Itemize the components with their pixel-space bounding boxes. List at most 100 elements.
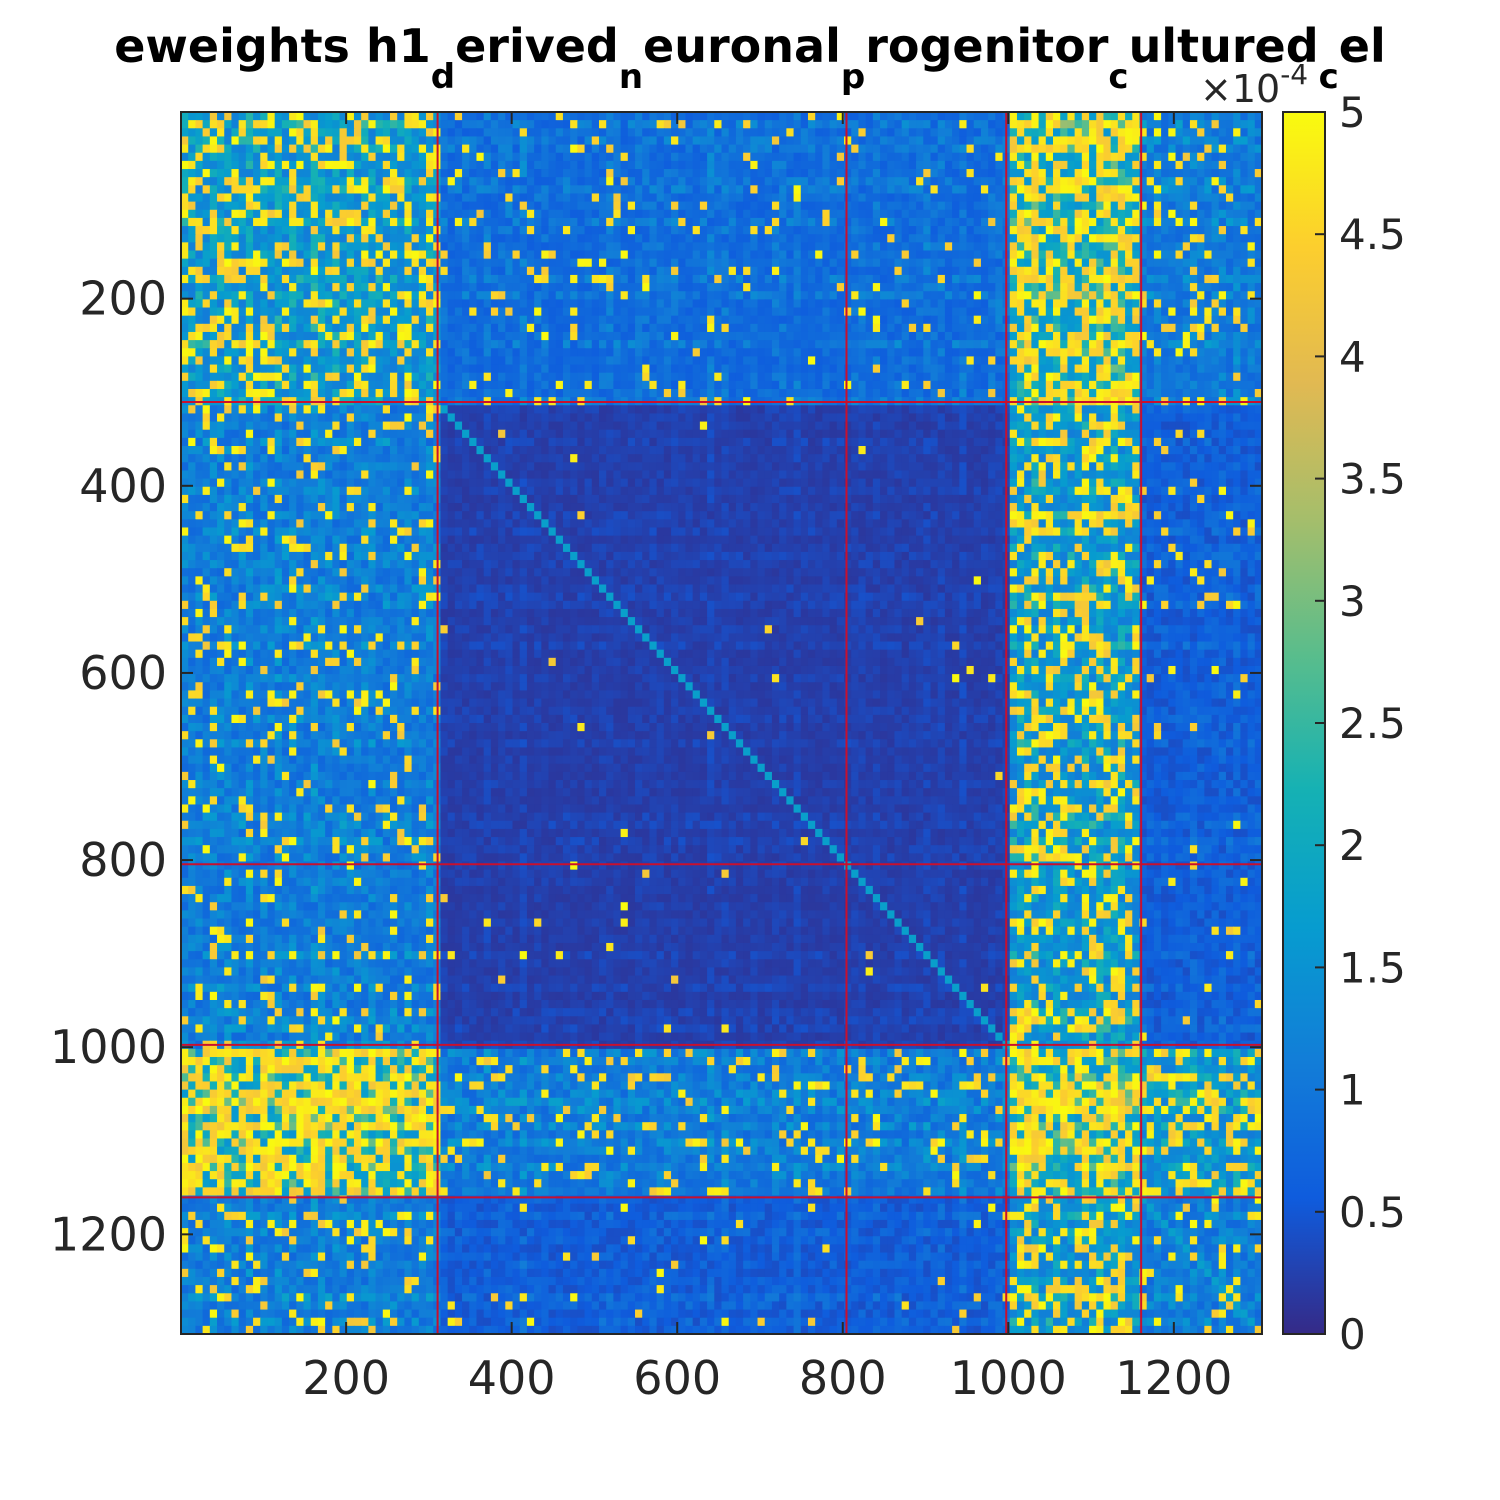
heatmap-cell bbox=[217, 152, 225, 162]
heatmap-cell bbox=[836, 291, 845, 300]
heatmap-cell bbox=[786, 169, 795, 178]
heatmap-cell bbox=[699, 331, 708, 341]
heatmap-cell bbox=[663, 250, 672, 260]
heatmap-cell bbox=[339, 144, 348, 154]
heatmap-cell bbox=[498, 250, 506, 260]
heatmap-cell bbox=[973, 258, 982, 268]
heatmap-cell bbox=[894, 307, 903, 317]
heatmap-cell bbox=[663, 364, 672, 374]
heatmap-cell bbox=[858, 299, 867, 309]
heatmap-cell bbox=[289, 348, 297, 357]
heatmap-cell bbox=[656, 323, 665, 333]
heatmap-cell bbox=[757, 323, 766, 333]
heatmap-cell bbox=[858, 136, 867, 146]
heatmap-cell bbox=[1189, 209, 1198, 219]
heatmap-cell bbox=[764, 185, 773, 195]
heatmap-cell bbox=[735, 152, 744, 162]
heatmap-cell bbox=[462, 250, 470, 260]
heatmap-cell bbox=[1031, 193, 1040, 203]
heatmap-cell bbox=[1089, 323, 1097, 333]
heatmap-cell bbox=[815, 242, 823, 252]
heatmap-cell bbox=[1117, 201, 1126, 211]
heatmap-cell bbox=[663, 160, 672, 170]
heatmap-cell bbox=[317, 356, 326, 366]
heatmap-cell bbox=[548, 144, 557, 154]
heatmap-cell bbox=[786, 356, 795, 366]
heatmap-cell bbox=[973, 193, 982, 203]
heatmap-cell bbox=[1182, 258, 1191, 268]
heatmap-cell bbox=[844, 348, 852, 357]
heatmap-cell bbox=[1161, 128, 1169, 138]
heatmap-cell bbox=[1125, 307, 1133, 317]
heatmap-cell bbox=[779, 112, 787, 121]
heatmap-cell bbox=[1089, 177, 1097, 186]
heatmap-cell bbox=[339, 120, 348, 129]
heatmap-cell bbox=[671, 348, 679, 357]
heatmap-cell bbox=[880, 242, 888, 252]
heatmap-cell bbox=[937, 169, 946, 178]
heatmap-cell bbox=[368, 112, 377, 121]
heatmap-cell bbox=[966, 315, 975, 325]
heatmap-cell bbox=[642, 201, 651, 211]
heatmap-cell bbox=[764, 315, 773, 325]
heatmap-cell bbox=[411, 340, 420, 349]
heatmap-cell bbox=[1117, 160, 1126, 170]
heatmap-cell bbox=[267, 169, 276, 178]
heatmap-cell bbox=[707, 242, 715, 252]
heatmap-cell bbox=[289, 144, 297, 154]
heatmap-cell bbox=[577, 144, 586, 154]
heatmap-cell bbox=[1225, 283, 1234, 292]
heatmap-cell bbox=[1103, 266, 1112, 276]
heatmap-cell bbox=[735, 120, 744, 129]
heatmap-cell bbox=[389, 348, 398, 357]
heatmap-cell bbox=[959, 315, 968, 325]
heatmap-cell bbox=[1081, 112, 1090, 121]
heatmap-cell bbox=[224, 291, 233, 300]
heatmap-cell bbox=[944, 323, 953, 333]
heatmap-cell bbox=[483, 234, 492, 243]
heatmap-cell bbox=[1153, 201, 1162, 211]
heatmap-cell bbox=[490, 217, 499, 227]
heatmap-cell bbox=[389, 120, 398, 129]
heatmap-cell bbox=[988, 283, 996, 292]
heatmap-cell bbox=[519, 128, 528, 138]
heatmap-cell bbox=[339, 160, 348, 170]
heatmap-cell bbox=[310, 291, 319, 300]
heatmap-cell bbox=[793, 242, 802, 252]
heatmap-cell bbox=[454, 144, 463, 154]
heatmap-cell bbox=[382, 209, 391, 219]
heatmap-cell bbox=[721, 128, 730, 138]
heatmap-cell bbox=[260, 209, 269, 219]
heatmap-cell bbox=[469, 348, 478, 357]
heatmap-cell bbox=[498, 193, 506, 203]
heatmap-cell bbox=[995, 112, 1004, 121]
heatmap-cell bbox=[519, 234, 528, 243]
heatmap-cell bbox=[454, 185, 463, 195]
heatmap-cell bbox=[1189, 169, 1198, 178]
heatmap-cell bbox=[836, 299, 845, 309]
heatmap-cell bbox=[627, 201, 636, 211]
heatmap-cell bbox=[512, 307, 521, 317]
heatmap-cell bbox=[642, 315, 651, 325]
heatmap-cell bbox=[584, 144, 593, 154]
heatmap-cell bbox=[181, 234, 189, 243]
heatmap-cell bbox=[620, 266, 629, 276]
heatmap-cell bbox=[519, 299, 528, 309]
heatmap-cell bbox=[894, 291, 903, 300]
heatmap-cell bbox=[490, 258, 499, 268]
heatmap-cell bbox=[404, 307, 413, 317]
heatmap-cell bbox=[1096, 315, 1105, 325]
heatmap-cell bbox=[822, 323, 831, 333]
heatmap-cell bbox=[923, 144, 932, 154]
heatmap-cell bbox=[541, 234, 550, 243]
heatmap-cell bbox=[728, 209, 737, 219]
heatmap-cell bbox=[685, 112, 694, 121]
heatmap-cell bbox=[1067, 217, 1076, 227]
heatmap-cell bbox=[519, 144, 528, 154]
heatmap-cell bbox=[1045, 323, 1054, 333]
heatmap-cell bbox=[714, 258, 723, 268]
heatmap-cell bbox=[1233, 323, 1241, 333]
heatmap-cell bbox=[1254, 307, 1263, 317]
heatmap-cell bbox=[872, 177, 881, 186]
heatmap-cell bbox=[462, 169, 470, 178]
